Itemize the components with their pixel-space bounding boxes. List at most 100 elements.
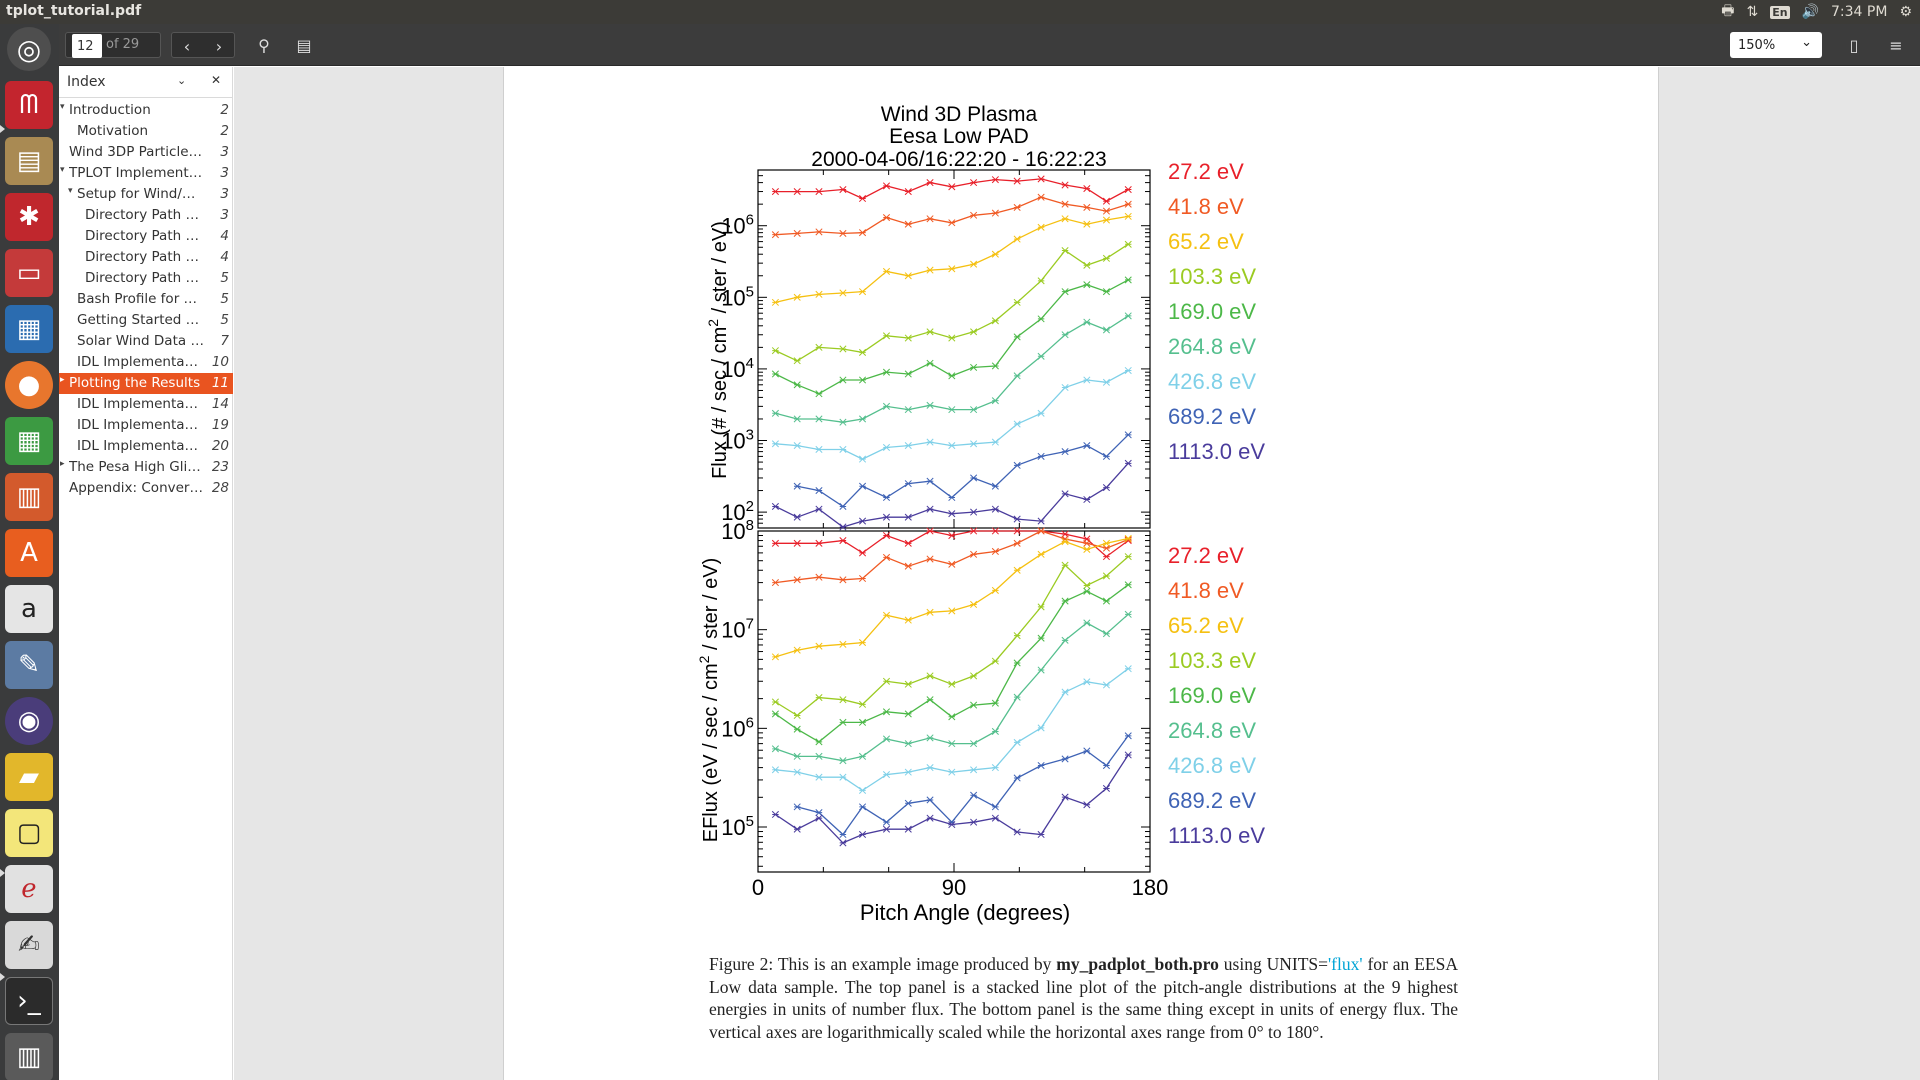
data-point [858, 348, 867, 356]
text-editor-icon[interactable]: ✍ [5, 921, 53, 969]
data-point [1013, 774, 1021, 782]
annotations-button[interactable]: ▤ [289, 32, 319, 58]
toc-item[interactable]: ▾ TPLOT Implement… 3 [59, 163, 233, 184]
legend-label: 27.2 eV [1168, 543, 1244, 568]
clock[interactable]: 7:34 PM [1831, 4, 1888, 20]
toc-item[interactable]: ▾ Introduction 2 [59, 100, 233, 121]
toc-item-page: 10 [211, 354, 229, 370]
toc-item[interactable]: Directory Path … 4 [59, 226, 233, 247]
document-area[interactable]: Wind 3D Plasma Eesa Low PAD 2000-04-06/16:… [234, 67, 1920, 1080]
data-point [793, 752, 801, 760]
toc-item[interactable]: Motivation 2 [59, 121, 233, 142]
trash-icon[interactable]: ▥ [5, 1033, 53, 1080]
collapsed-arrow-icon[interactable]: ▸ [60, 375, 65, 385]
toc-item[interactable]: Directory Path … 5 [59, 268, 233, 289]
data-point [1083, 185, 1091, 193]
document-viewer-icon[interactable]: ℯ [5, 865, 53, 913]
data-point [1102, 452, 1110, 460]
data-point [1061, 200, 1069, 208]
toc-item[interactable]: Getting Started … 5 [59, 310, 233, 331]
data-point [926, 215, 934, 223]
data-point [882, 368, 891, 376]
y-tick-label: 108 [721, 517, 754, 544]
data-point [991, 438, 999, 446]
mendeley-icon[interactable]: ᗰ [5, 81, 53, 129]
data-point [771, 347, 779, 355]
data-point [882, 677, 891, 685]
data-point [1013, 235, 1021, 243]
page-setup-button[interactable]: ▯ [1839, 32, 1869, 58]
collapsed-arrow-icon[interactable]: ▸ [60, 459, 65, 469]
toc-item-label: Directory Path … [85, 207, 199, 223]
spreadsheet-icon[interactable]: ▦ [5, 417, 53, 465]
writer-icon[interactable]: ▦ [5, 305, 53, 353]
toc-item[interactable]: Appendix: Conver… 28 [59, 478, 233, 499]
folder-icon[interactable]: ▰ [5, 753, 53, 801]
network-icon[interactable]: ⇅ [1746, 4, 1759, 20]
close-icon[interactable]: ✕ [211, 73, 222, 87]
data-point [1124, 312, 1132, 320]
toc-item[interactable]: Solar Wind Data … 7 [59, 331, 233, 352]
network-app-icon[interactable]: ✱ [5, 193, 53, 241]
file-manager-icon[interactable]: ▭ [5, 249, 53, 297]
search-button[interactable]: ⚲ [249, 32, 279, 58]
chart-subtitle: Eesa Low PAD [889, 125, 1029, 148]
data-point [970, 600, 978, 609]
data-point [839, 830, 847, 839]
printer-icon[interactable]: 🖶 [1721, 3, 1735, 19]
data-point [858, 376, 867, 384]
data-point [815, 642, 823, 650]
toc-item[interactable]: IDL Implementa… 10 [59, 352, 233, 373]
data-point [970, 363, 978, 371]
page-number-input[interactable]: 12 [72, 34, 102, 58]
next-page-button[interactable]: › [204, 33, 234, 59]
data-point [948, 442, 956, 450]
system-settings-icon[interactable]: ✎ [5, 641, 53, 689]
data-point [970, 260, 978, 268]
data-point [904, 406, 912, 414]
keyboard-layout-indicator[interactable]: En [1770, 5, 1790, 19]
toc-item[interactable]: ▸ Plotting the Results 11 [59, 373, 233, 394]
data-point [1102, 216, 1110, 224]
volume-icon[interactable]: 🔊 [1801, 4, 1820, 20]
sidebar-mode-label[interactable]: Index [67, 74, 106, 90]
data-point [904, 768, 912, 776]
expanded-arrow-icon[interactable]: ▾ [60, 102, 65, 112]
data-point [839, 289, 847, 297]
impress-icon[interactable]: ▥ [5, 473, 53, 521]
data-point [882, 708, 891, 716]
toc-item[interactable]: Directory Path … 4 [59, 247, 233, 268]
firefox-icon[interactable]: ● [5, 361, 53, 409]
notes-icon[interactable]: ▢ [5, 809, 53, 857]
legend-label: 1113.0 eV [1168, 823, 1265, 848]
data-point [1037, 527, 1045, 535]
archive-manager-icon[interactable]: ▤ [5, 137, 53, 185]
terminal-icon[interactable]: ›_ [5, 977, 53, 1025]
toc-item[interactable]: ▾ Setup for Wind/… 3 [59, 184, 233, 205]
toc-item[interactable]: IDL Implementa… 19 [59, 415, 233, 436]
toc-item[interactable]: Wind 3DP Particle… 3 [59, 142, 233, 163]
data-point [882, 771, 891, 779]
data-point [970, 211, 978, 219]
data-point [904, 539, 912, 547]
toc-item[interactable]: Bash Profile for … 5 [59, 289, 233, 310]
toc-item[interactable]: IDL Implementa… 14 [59, 394, 233, 415]
expanded-arrow-icon[interactable]: ▾ [60, 165, 65, 175]
chevron-down-icon[interactable]: ⌄ [177, 74, 187, 87]
data-point [1124, 431, 1132, 439]
ubuntu-logo-icon[interactable]: ◎ [7, 27, 51, 71]
caption-prefix: Figure 2: This is an example image produ… [709, 954, 1057, 974]
amazon-icon[interactable]: a [5, 585, 53, 633]
data-point [839, 376, 847, 384]
menu-button[interactable]: ≡ [1881, 32, 1911, 58]
gear-icon[interactable]: ⚙ [1899, 4, 1912, 20]
toc-item[interactable]: IDL Implementa… 20 [59, 436, 233, 457]
expanded-arrow-icon[interactable]: ▾ [68, 186, 73, 196]
previous-page-button[interactable]: ‹ [172, 33, 202, 59]
toc-item[interactable]: Directory Path … 3 [59, 205, 233, 226]
toc-item-label: Wind 3DP Particle… [69, 144, 203, 160]
software-center-icon[interactable]: A [5, 529, 53, 577]
eclipse-icon[interactable]: ◉ [5, 697, 53, 745]
zoom-select[interactable]: 150% ⌄ [1730, 32, 1822, 58]
toc-item[interactable]: ▸ The Pesa High Gli… 23 [59, 457, 233, 478]
